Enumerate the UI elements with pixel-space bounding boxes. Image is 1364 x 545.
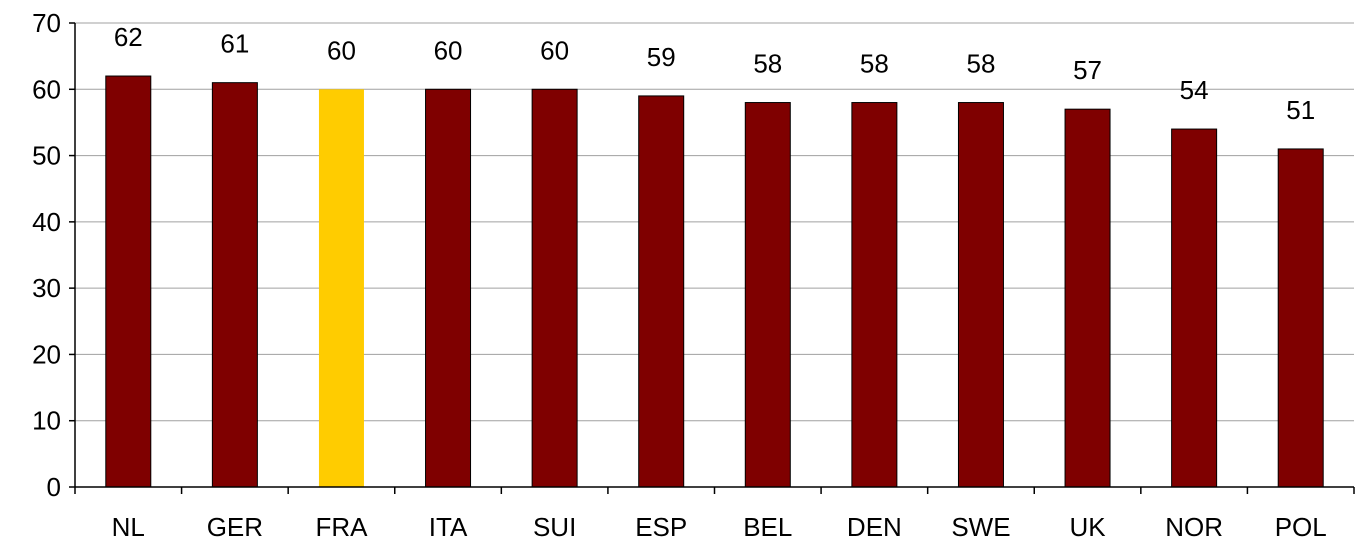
data-label: 54 bbox=[1180, 75, 1209, 105]
bar-uk bbox=[1064, 108, 1111, 488]
y-tick-label: 10 bbox=[32, 406, 61, 436]
bar-ger bbox=[211, 82, 258, 488]
bar-esp bbox=[638, 95, 685, 488]
data-label: 58 bbox=[860, 49, 889, 79]
x-tick-label: ESP bbox=[635, 512, 687, 542]
bar-fra bbox=[318, 89, 364, 488]
data-label: 62 bbox=[114, 22, 143, 52]
data-label: 59 bbox=[647, 42, 676, 72]
x-tick-label: POL bbox=[1275, 512, 1327, 542]
x-tick-label: NL bbox=[112, 512, 145, 542]
y-tick-label: 30 bbox=[32, 273, 61, 303]
bar-bel bbox=[744, 102, 791, 488]
y-tick-label: 0 bbox=[47, 472, 61, 502]
data-label: 58 bbox=[966, 49, 995, 79]
x-tick-label: FRA bbox=[315, 512, 368, 542]
x-tick-label: SWE bbox=[951, 512, 1010, 542]
x-tick-label: UK bbox=[1069, 512, 1106, 542]
data-label: 57 bbox=[1073, 55, 1102, 85]
bar-nl bbox=[105, 75, 152, 488]
data-label: 58 bbox=[753, 49, 782, 79]
bar-pol bbox=[1277, 148, 1324, 488]
data-label: 61 bbox=[220, 29, 249, 59]
x-tick-label: SUI bbox=[533, 512, 576, 542]
bar-nor bbox=[1171, 128, 1218, 488]
data-label: 60 bbox=[540, 35, 569, 65]
y-tick-label: 40 bbox=[32, 207, 61, 237]
x-tick-label: GER bbox=[207, 512, 263, 542]
y-tick-label: 70 bbox=[32, 8, 61, 38]
data-label: 60 bbox=[434, 35, 463, 65]
x-tick-label: NOR bbox=[1165, 512, 1223, 542]
data-label: 60 bbox=[327, 35, 356, 65]
y-tick-label: 50 bbox=[32, 141, 61, 171]
x-tick-label: BEL bbox=[743, 512, 792, 542]
y-tick-label: 20 bbox=[32, 339, 61, 369]
bar-den bbox=[851, 102, 898, 488]
bar-swe bbox=[957, 102, 1004, 488]
y-tick-label: 60 bbox=[32, 74, 61, 104]
bar-sui bbox=[531, 88, 578, 488]
x-tick-label: DEN bbox=[847, 512, 902, 542]
data-label: 51 bbox=[1286, 95, 1315, 125]
bar-ita bbox=[425, 88, 472, 488]
x-tick-label: ITA bbox=[429, 512, 468, 542]
